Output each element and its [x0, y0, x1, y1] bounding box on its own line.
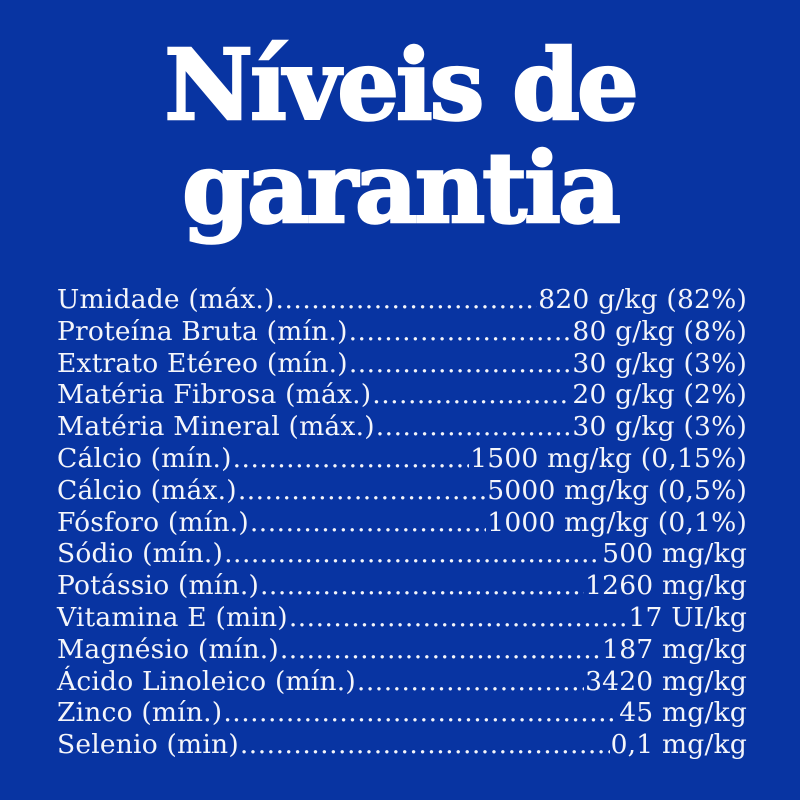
nutrient-label: Extrato Etéreo (mín.)	[57, 347, 348, 379]
nutrient-label: Ácido Linoleico (mín.)	[57, 665, 356, 697]
table-row: Fósforo (mín.) 1000 mg/kg (0,1%)	[57, 507, 747, 539]
dot-leader	[260, 570, 584, 602]
nutrient-label: Magnésio (mín.)	[57, 633, 279, 665]
nutrient-label: Matéria Mineral (máx.)	[57, 411, 375, 443]
table-row: Matéria Mineral (máx.) 30 g/kg (3%)	[57, 411, 747, 443]
dot-leader	[280, 634, 601, 666]
nutrient-value: 20 g/kg (2%)	[572, 379, 747, 411]
dot-leader	[238, 475, 486, 507]
nutrient-value: 1260 mg/kg	[585, 570, 747, 602]
nutrient-label: Fósforo (mín.)	[57, 506, 249, 538]
dot-leader	[224, 538, 601, 570]
table-row: Cálcio (mín.) 1500 mg/kg (0,15%)	[57, 443, 747, 475]
nutrient-label: Vitamina E (min)	[57, 601, 288, 633]
page-title: Níveis de garantia	[0, 28, 800, 245]
nutrient-label: Cálcio (mín.)	[57, 442, 232, 474]
nutrient-value: 500 mg/kg	[602, 538, 747, 570]
nutrient-value: 187 mg/kg	[602, 633, 747, 665]
nutrient-value: 45 mg/kg	[619, 697, 747, 729]
table-row: Selenio (min) 0,1 mg/kg	[57, 729, 747, 761]
table-row: Cálcio (máx.) 5000 mg/kg (0,5%)	[57, 475, 747, 507]
page-title-line-1: Níveis de	[163, 28, 640, 142]
dot-leader	[250, 507, 486, 539]
table-row: Proteína Bruta (mín.) 80 g/kg (8%)	[57, 316, 747, 348]
nutrient-value: 3420 mg/kg	[585, 665, 747, 697]
table-row: Sódio (mín.) 500 mg/kg	[57, 538, 747, 570]
dot-leader	[349, 316, 572, 348]
nutrient-label: Potássio (mín.)	[57, 570, 259, 602]
nutrient-label: Umidade (máx.)	[57, 284, 275, 315]
dot-leader	[289, 602, 628, 634]
dot-leader	[223, 697, 618, 729]
dot-leader	[357, 666, 584, 698]
nutrient-value: 1500 mg/kg (0,15%)	[470, 442, 747, 474]
nutrient-label: Sódio (mín.)	[57, 538, 224, 570]
table-row: Potássio (mín.) 1260 mg/kg	[57, 570, 747, 602]
table-row: Ácido Linoleico (mín.) 3420 mg/kg	[57, 666, 747, 698]
nutrient-value: 80 g/kg (8%)	[572, 315, 747, 347]
dot-leader	[349, 348, 572, 380]
nutrient-value: 820 g/kg (82%)	[538, 284, 747, 315]
nutrient-label: Cálcio (máx.)	[57, 474, 237, 506]
dot-leader	[372, 379, 571, 411]
nutrient-value: 30 g/kg (3%)	[572, 411, 747, 443]
table-row: Extrato Etéreo (mín.) 30 g/kg (3%)	[57, 348, 747, 380]
nutrient-value: 1000 mg/kg (0,1%)	[487, 506, 747, 538]
nutrient-label: Proteína Bruta (mín.)	[57, 315, 348, 347]
table-row: Matéria Fibrosa (máx.) 20 g/kg (2%)	[57, 379, 747, 411]
table-row: Umidade (máx.) 820 g/kg (82%)	[57, 284, 747, 316]
page-title-line-2: garantia	[181, 130, 622, 245]
table-row: Vitamina E (min) 17 UI/kg	[57, 602, 747, 634]
dot-leader	[276, 284, 538, 316]
nutrient-value: 0,1 mg/kg	[610, 729, 747, 761]
guarantee-table: Umidade (máx.) 820 g/kg (82%) Proteína B…	[57, 284, 747, 761]
dot-leader	[233, 443, 470, 475]
dot-leader	[376, 411, 572, 443]
table-row: Zinco (mín.) 45 mg/kg	[57, 697, 747, 729]
nutrient-value: 30 g/kg (3%)	[572, 347, 747, 379]
nutrient-label: Selenio (min)	[57, 729, 239, 761]
table-row: Magnésio (mín.) 187 mg/kg	[57, 634, 747, 666]
nutrient-value: 5000 mg/kg (0,5%)	[487, 474, 747, 506]
nutrient-label: Matéria Fibrosa (máx.)	[57, 379, 372, 411]
nutrient-value: 17 UI/kg	[628, 601, 747, 633]
nutrient-label: Zinco (mín.)	[57, 697, 223, 729]
dot-leader	[240, 729, 610, 761]
